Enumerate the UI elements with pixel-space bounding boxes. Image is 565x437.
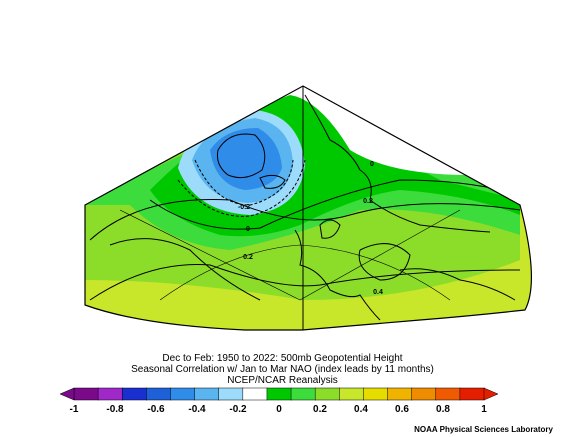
colorbar-swatch (146, 387, 172, 401)
iceland-coastline (259, 174, 286, 189)
grid-line (109, 238, 261, 301)
colorbar-tick-label: 0.6 (395, 404, 409, 415)
colorbar-swatch (121, 387, 148, 401)
colorbar-swatch (387, 387, 413, 401)
colorbar-swatch (218, 387, 244, 401)
colorbar-swatch (314, 387, 341, 401)
colorbar-tick-label: -0.4 (188, 404, 206, 415)
contour-label: 0.4 (373, 289, 383, 296)
colorbar-tick-label: -0.2 (229, 404, 247, 415)
credit-label: NOAA Physical Sciences Laboratory (414, 425, 553, 434)
map-boundary (84, 85, 533, 331)
colorbar-swatch (411, 387, 437, 401)
colorbar-swatch (290, 387, 316, 401)
colorbar-tick-label: 1 (481, 404, 487, 415)
colorbar-swatch (459, 387, 485, 401)
colorbar-tick-label: 0 (276, 404, 282, 415)
colorbar-min-arrow (59, 387, 75, 401)
contour-line (149, 179, 521, 230)
grid-line (159, 244, 451, 301)
colorbar-tick-label: -1 (70, 404, 79, 415)
mediterranean-coastline (399, 268, 516, 301)
colorbar-swatch (242, 387, 268, 401)
contour-line (89, 263, 521, 301)
scandinavia-coastline (304, 94, 491, 233)
colorbar-swatch (339, 387, 365, 401)
contour-label: -0.2 (238, 204, 250, 211)
greenland-coastline (217, 133, 266, 179)
colorbar-swatch (266, 387, 292, 401)
contour-labels: -0.2 0 0.2 0.2 0 0.4 (238, 161, 383, 296)
colorbar-swatch (363, 387, 389, 401)
figure-title: Dec to Feb: 1950 to 2022: 500mb Geopoten… (162, 353, 403, 364)
contour-label: 0 (370, 161, 374, 168)
colorbar-max-arrow (483, 387, 499, 401)
colorbar-swatch (73, 387, 99, 401)
figure-subtitle: Seasonal Correlation w/ Jan to Mar NAO (… (131, 364, 434, 375)
contour-line (177, 159, 306, 217)
colorbar-tick-label: 0.2 (313, 404, 327, 415)
contour-label: 0.2 (363, 198, 373, 205)
contour-label: 0 (246, 226, 250, 233)
colorbar-tick-label: -0.6 (147, 404, 165, 415)
contour-line (358, 243, 411, 281)
west-europe-coastline (294, 229, 381, 321)
britain-coastline (319, 219, 341, 239)
colorbar-tick-label: -0.8 (106, 404, 124, 415)
colorbar-swatch (435, 387, 461, 401)
contour-line (89, 199, 521, 241)
figure-source: NCEP/NCAR Reanalysis (227, 375, 338, 386)
colorbar: -1 -0.8 -0.6 -0.4 -0.2 0 0.2 0.4 0.6 0.8 1 (59, 387, 499, 415)
coastlines (109, 94, 516, 321)
colorbar-tick-label: 0.4 (354, 404, 368, 415)
colorbar-swatch (194, 387, 220, 401)
grid-line (299, 209, 461, 301)
colorbar-swatch (170, 387, 196, 401)
colorbar-swatch (97, 387, 123, 401)
colorbar-tick-label: 0.8 (436, 404, 450, 415)
contour-label: 0.2 (243, 254, 253, 261)
contour-lines (89, 159, 521, 301)
grid-line (119, 209, 301, 301)
correlation-field (85, 86, 532, 330)
contour-line (194, 159, 294, 206)
